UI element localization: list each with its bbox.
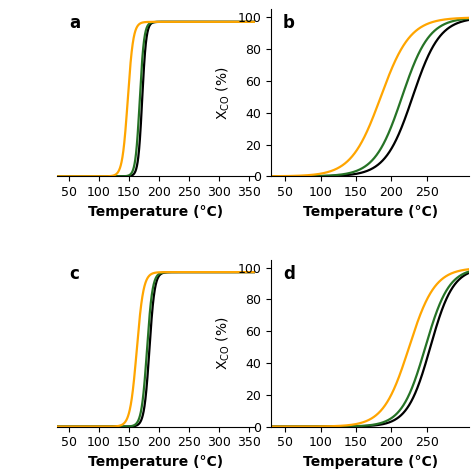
Text: b: b [283,15,295,33]
Text: d: d [283,265,295,283]
X-axis label: Temperature (°C): Temperature (°C) [89,205,224,219]
X-axis label: Temperature (°C): Temperature (°C) [302,205,438,219]
Y-axis label: X$_{\mathregular{CO}}$ (%): X$_{\mathregular{CO}}$ (%) [214,316,232,370]
X-axis label: Temperature (°C): Temperature (°C) [89,455,224,469]
Text: a: a [69,15,80,33]
Text: c: c [69,265,79,283]
X-axis label: Temperature (°C): Temperature (°C) [302,455,438,469]
Y-axis label: X$_{\mathregular{CO}}$ (%): X$_{\mathregular{CO}}$ (%) [214,66,232,120]
